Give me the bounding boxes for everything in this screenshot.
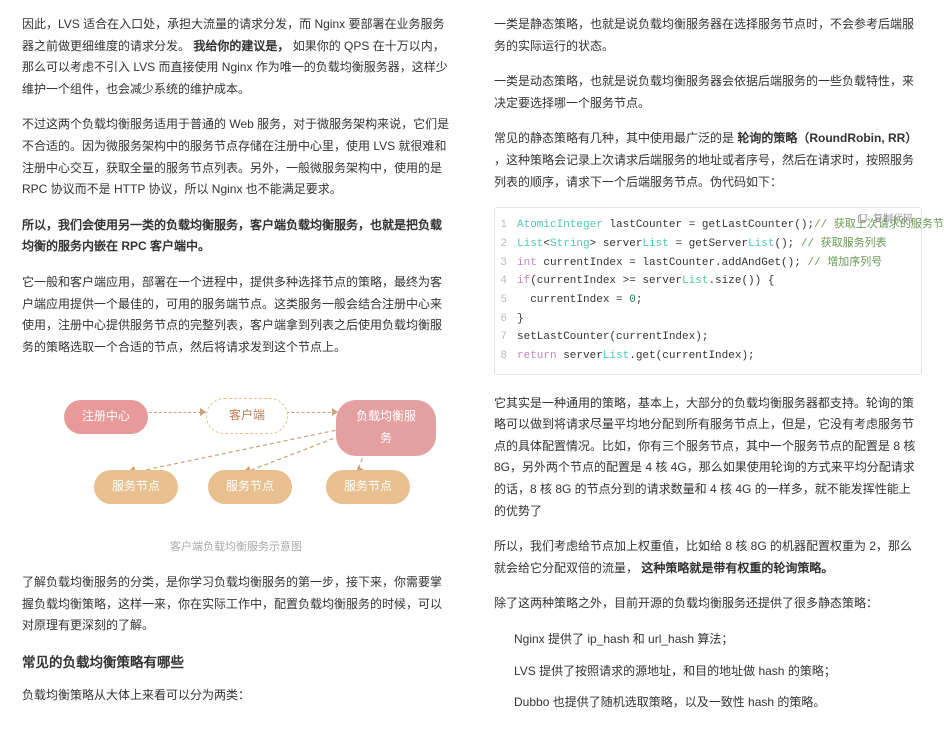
text-bold: 这种策略就是带有权重的轮询策略。: [641, 561, 833, 575]
paragraph: 负载均衡策略从大体上来看可以分为两类：: [22, 685, 450, 707]
line-number: 8: [499, 347, 517, 366]
list-item: LVS 提供了按照请求的源地址，和目的地址做 hash 的策略；: [514, 661, 922, 683]
text-bold: 轮询的策略（RoundRobin, RR）: [737, 131, 917, 145]
code-line: 1AtomicInteger lastCounter = getLastCoun…: [499, 216, 911, 235]
copy-label: 复制代码: [873, 215, 913, 226]
line-number: 3: [499, 254, 517, 273]
paragraph: 了解负载均衡服务的分类，是你学习负载均衡服务的第一步，接下来，你需要掌握负载均衡…: [22, 572, 450, 637]
copy-code-button[interactable]: 复制代码: [857, 212, 913, 229]
code-text: if(currentIndex >= serverList.size()) {: [517, 272, 774, 291]
code-text: return serverList.get(currentIndex);: [517, 347, 755, 366]
line-number: 6: [499, 310, 517, 329]
diagram-node-service: 服务节点: [208, 470, 292, 504]
paragraph-bold: 所以，我们会使用另一类的负载均衡服务，客户端负载均衡服务，也就是把负载均衡的服务…: [22, 215, 450, 258]
copy-icon: [857, 214, 867, 224]
code-text: List<String> serverList = getServerList(…: [517, 235, 887, 254]
code-block: 复制代码 1AtomicInteger lastCounter = getLas…: [494, 207, 922, 375]
heading: 常见的负载均衡策略有哪些: [22, 651, 450, 675]
diagram-node-service: 服务节点: [94, 470, 178, 504]
text: 常见的静态策略有几种，其中使用最广泛的是: [494, 131, 734, 145]
diagram-node-client: 客户端: [206, 398, 288, 434]
paragraph: 除了这两种策略之外，目前开源的负载均衡服务还提供了很多静态策略：: [494, 593, 922, 615]
code-text: setLastCounter(currentIndex);: [517, 328, 708, 347]
code-line: 6}: [499, 310, 911, 329]
paragraph: 常见的静态策略有几种，其中使用最广泛的是 轮询的策略（RoundRobin, R…: [494, 128, 922, 193]
paragraph: 一类是动态策略，也就是说负载均衡服务器会依据后端服务的一些负载特性，来决定要选择…: [494, 71, 922, 114]
line-number: 4: [499, 272, 517, 291]
line-number: 7: [499, 328, 517, 347]
paragraph: 一类是静态策略，也就是说负载均衡服务器在选择服务节点时，不会参考后端服务的实际运…: [494, 14, 922, 57]
diagram: 注册中心 客户端 负载均衡服务 服务节点 服务节点 服务节点: [36, 372, 436, 532]
list-item: Nginx 提供了 ip_hash 和 url_hash 算法；: [514, 629, 922, 651]
left-column: 因此，LVS 适合在入口处，承担大流量的请求分发，而 Nginx 要部署在业务服…: [0, 0, 472, 742]
arrow: [286, 412, 336, 413]
diagram-node-registry: 注册中心: [64, 400, 148, 434]
paragraph: 因此，LVS 适合在入口处，承担大流量的请求分发，而 Nginx 要部署在业务服…: [22, 14, 450, 100]
diagram-caption: 客户端负载均衡服务示意图: [22, 538, 450, 558]
arrow: [144, 412, 206, 413]
diagram-node-service: 服务节点: [326, 470, 410, 504]
code-lines: 1AtomicInteger lastCounter = getLastCoun…: [495, 208, 921, 374]
line-number: 5: [499, 291, 517, 310]
code-line: 3int currentIndex = lastCounter.addAndGe…: [499, 254, 911, 273]
line-number: 1: [499, 216, 517, 235]
right-column: 一类是静态策略，也就是说负载均衡服务器在选择服务节点时，不会参考后端服务的实际运…: [472, 0, 944, 742]
text: ，这种策略会记录上次请求后端服务的地址或者序号，然后在请求时，按照服务列表的顺序…: [494, 153, 914, 189]
static-strategy-list: Nginx 提供了 ip_hash 和 url_hash 算法； LVS 提供了…: [494, 629, 922, 714]
paragraph: 所以，我们考虑给节点加上权重值，比如给 8 核 8G 的机器配置权重为 2，那么…: [494, 536, 922, 579]
code-text: currentIndex = 0;: [517, 291, 642, 310]
code-line: 8return serverList.get(currentIndex);: [499, 347, 911, 366]
paragraph: 不过这两个负载均衡服务适用于普通的 Web 服务，对于微服务架构来说，它们是不合…: [22, 114, 450, 200]
code-line: 2List<String> serverList = getServerList…: [499, 235, 911, 254]
diagram-node-loadbalancer: 负载均衡服务: [336, 400, 436, 455]
paragraph: 它一般和客户端应用，部署在一个进程中，提供多种选择节点的策略，最终为客户端应用提…: [22, 272, 450, 358]
code-line: 7setLastCounter(currentIndex);: [499, 328, 911, 347]
code-text: int currentIndex = lastCounter.addAndGet…: [517, 254, 882, 273]
paragraph: 它其实是一种通用的策略，基本上，大部分的负载均衡服务器都支持。轮询的策略可以做到…: [494, 393, 922, 523]
code-line: 4if(currentIndex >= serverList.size()) {: [499, 272, 911, 291]
code-text: }: [517, 310, 524, 329]
line-number: 2: [499, 235, 517, 254]
code-line: 5 currentIndex = 0;: [499, 291, 911, 310]
text-bold: 我给你的建议是，: [193, 39, 289, 53]
list-item: Dubbo 也提供了随机选取策略，以及一致性 hash 的策略。: [514, 692, 922, 714]
